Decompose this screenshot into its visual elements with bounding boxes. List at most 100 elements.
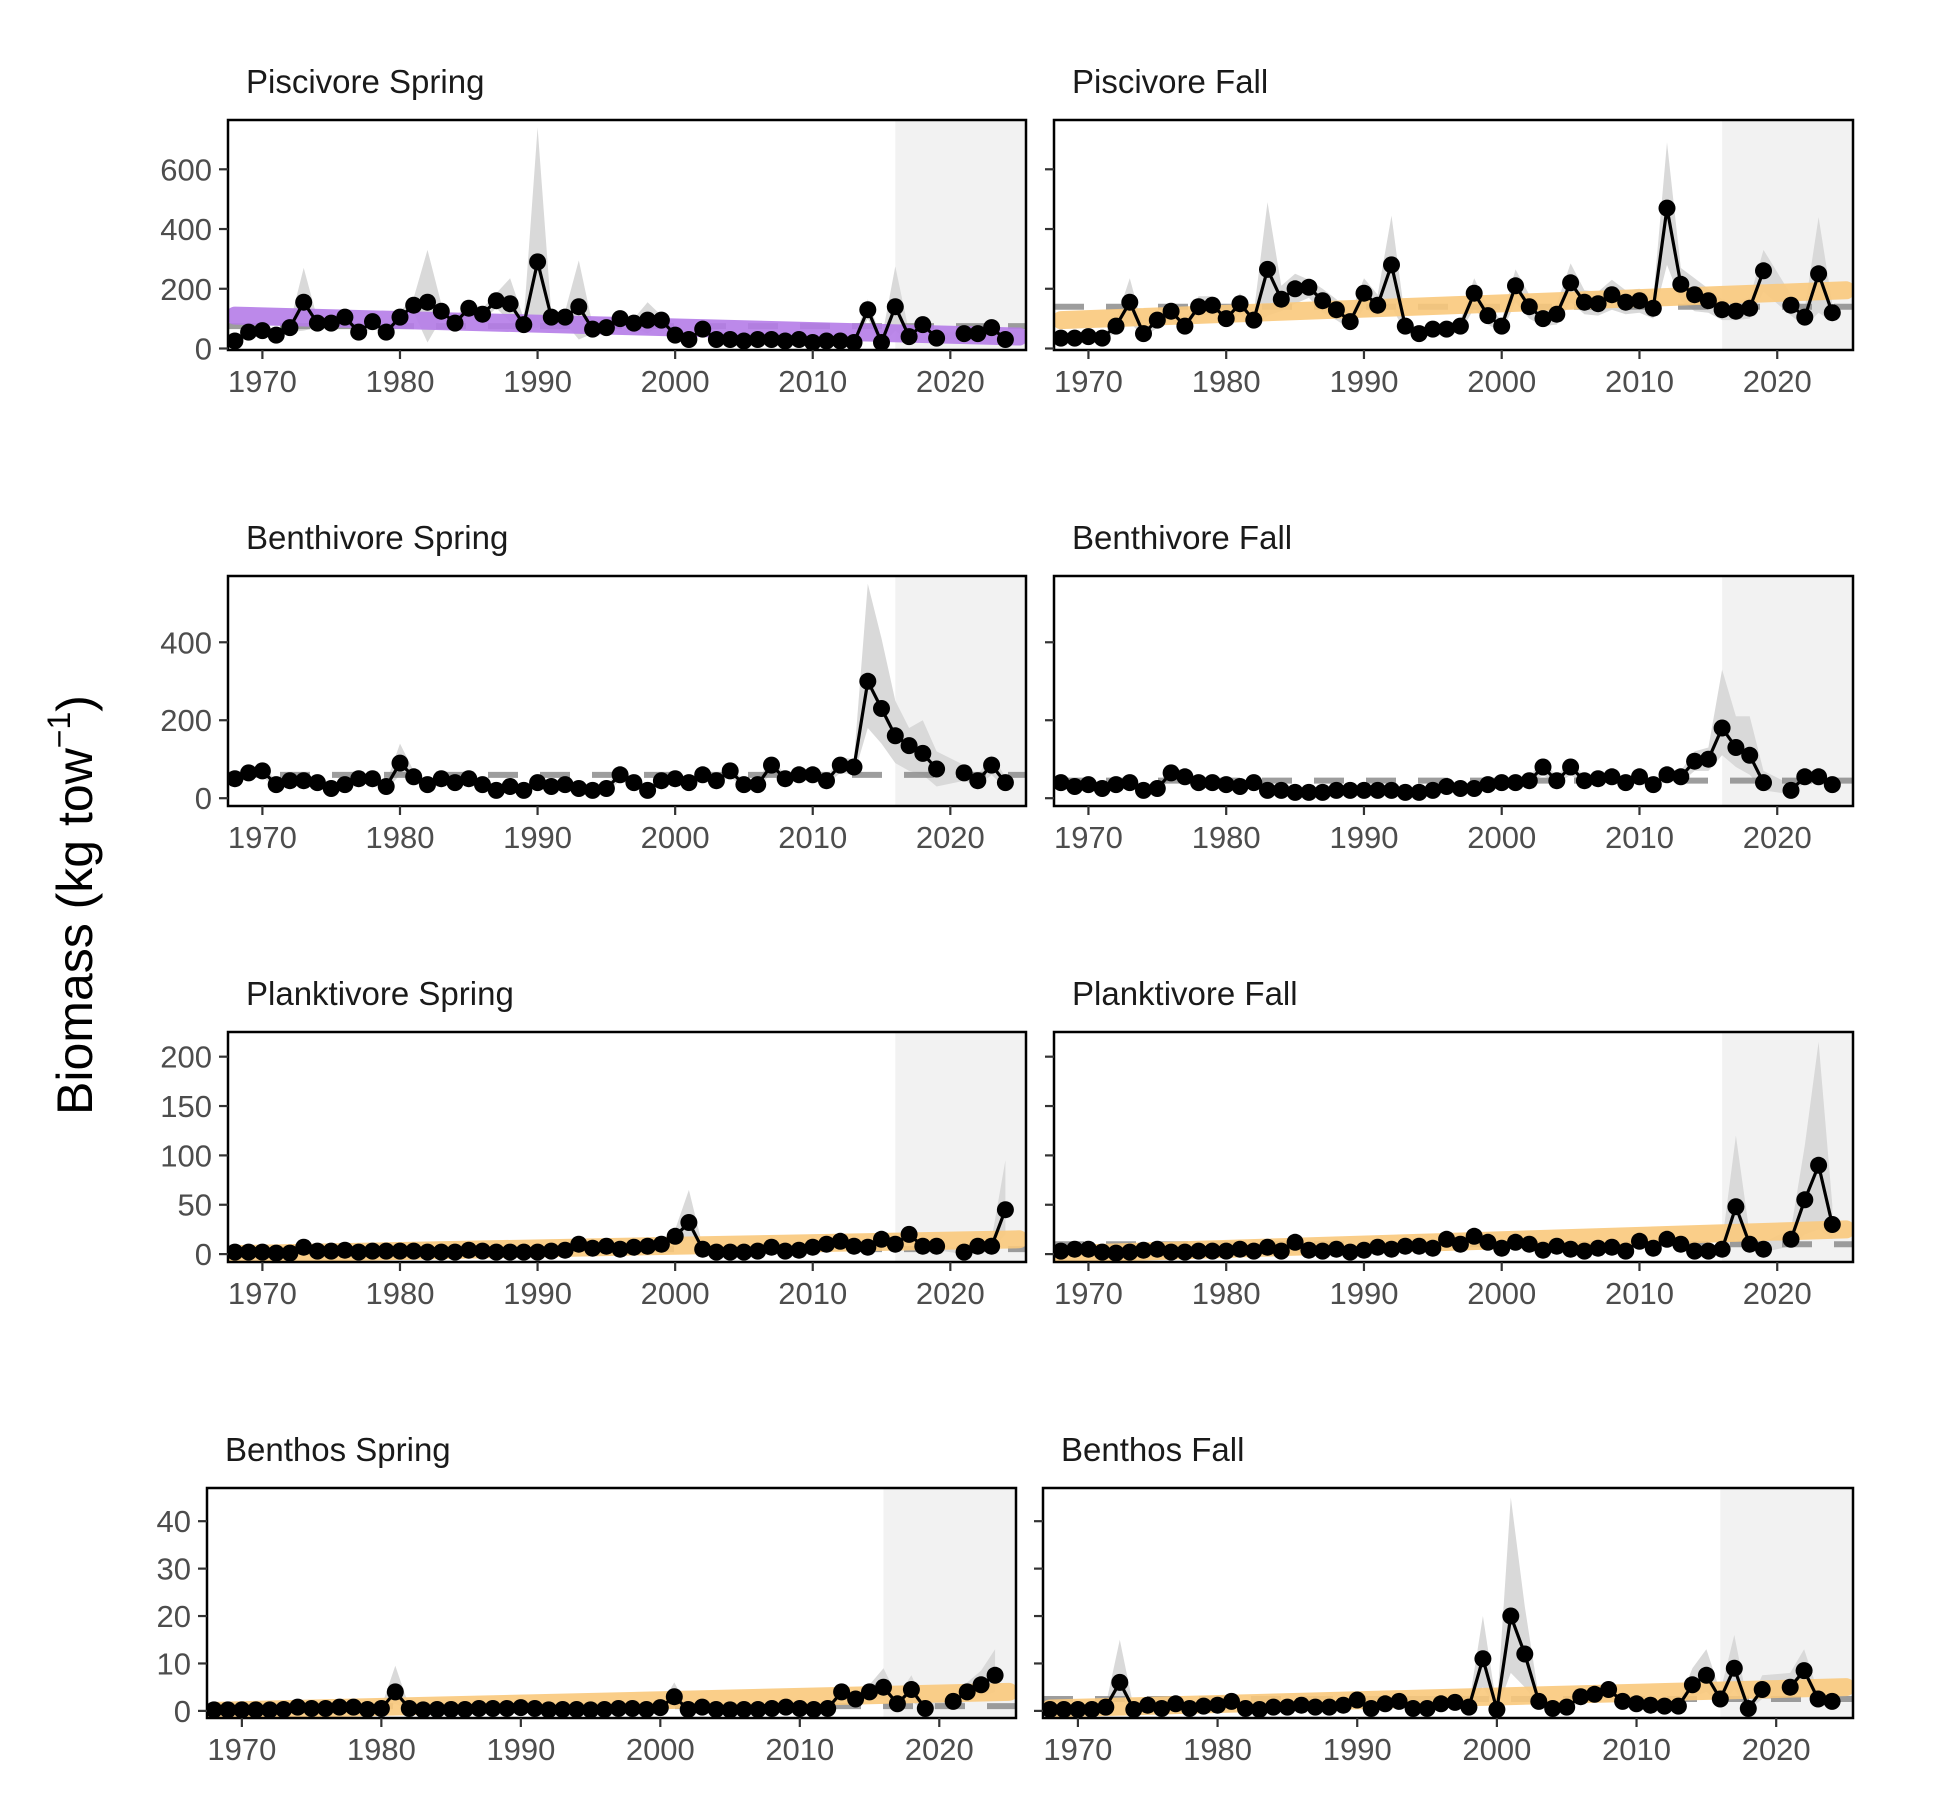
data-point — [1507, 277, 1524, 295]
data-point — [1093, 780, 1111, 797]
data-point — [1217, 310, 1235, 328]
data-point — [1383, 256, 1400, 274]
data-point — [680, 774, 698, 792]
x-tick-label: 2010 — [1605, 364, 1674, 399]
x-tick-label: 1970 — [228, 364, 297, 399]
data-point — [875, 1678, 892, 1696]
data-point — [1093, 329, 1111, 347]
data-point — [470, 1700, 488, 1717]
data-point — [1362, 1700, 1380, 1717]
data-point — [1209, 1696, 1227, 1714]
data-point — [1237, 1700, 1254, 1717]
data-point — [1796, 1191, 1814, 1209]
data-point — [1739, 1700, 1757, 1717]
data-point — [776, 1242, 794, 1260]
data-point — [983, 756, 1001, 774]
data-point — [694, 766, 712, 784]
data-point — [1306, 1698, 1324, 1716]
data-point — [886, 298, 904, 316]
panel-title: Benthos Fall — [1061, 1431, 1244, 1468]
data-point — [515, 1243, 533, 1261]
data-point — [625, 774, 643, 792]
data-point — [1203, 1242, 1221, 1260]
x-tick-label: 1980 — [365, 1276, 434, 1311]
data-point — [1300, 278, 1318, 296]
data-point — [1327, 301, 1345, 319]
data-point — [1465, 780, 1483, 797]
data-point — [944, 1692, 962, 1710]
data-point — [1066, 778, 1084, 795]
data-point — [1176, 317, 1194, 335]
data-point — [358, 1701, 376, 1718]
data-point — [556, 308, 574, 326]
y-tick-label: 0 — [195, 332, 212, 367]
data-point — [886, 1235, 904, 1253]
data-point — [902, 1681, 920, 1698]
panel-benthos-spring: Benthos Spring 0 10 20 30 40 1970 1980 1990 2000 2… — [157, 1431, 1018, 1767]
data-point — [1369, 1238, 1387, 1256]
data-point — [1300, 783, 1318, 801]
x-tick-label: 2000 — [1467, 1276, 1536, 1311]
data-point — [707, 331, 725, 348]
data-point — [446, 314, 464, 332]
x-tick-label: 1990 — [503, 364, 572, 399]
data-point — [442, 1701, 460, 1718]
x-tick-label: 2020 — [1742, 1732, 1811, 1767]
data-point — [377, 1242, 395, 1260]
data-point — [818, 1235, 835, 1253]
data-point — [350, 1243, 368, 1261]
data-point — [859, 672, 877, 690]
panel-planktivore-fall: Planktivore Fall 1970 1980 1990 2000 2010 2020 — [1045, 975, 1855, 1311]
data-point — [474, 1242, 491, 1260]
data-point — [1190, 1242, 1208, 1260]
data-point — [680, 331, 698, 348]
data-point — [597, 319, 615, 337]
panel-benthos-fall: Benthos Fall 1970 1980 1990 2000 2010 2020 — [1034, 1431, 1855, 1767]
x-tick-label: 1970 — [1054, 1276, 1123, 1311]
x-tick-label: 1990 — [486, 1732, 555, 1767]
data-point — [610, 1700, 627, 1717]
x-tick-label: 2020 — [1743, 364, 1812, 399]
data-point — [666, 770, 684, 788]
data-point — [1272, 1242, 1290, 1260]
data-point — [833, 1683, 851, 1701]
y-tick-label: 30 — [157, 1552, 191, 1587]
data-point — [611, 310, 629, 328]
data-point — [350, 323, 368, 341]
data-point — [568, 1701, 586, 1718]
data-point — [1139, 1696, 1157, 1714]
data-point — [1121, 774, 1139, 792]
data-point — [637, 1701, 655, 1718]
data-point — [228, 770, 244, 788]
data-point — [1810, 265, 1828, 283]
data-point — [1066, 329, 1084, 347]
data-point — [1438, 320, 1456, 338]
data-point — [289, 1698, 307, 1716]
x-tick-label: 2010 — [765, 1732, 834, 1767]
data-point — [914, 744, 932, 762]
plot-area — [228, 576, 1026, 806]
data-point — [763, 1238, 780, 1256]
data-point — [1823, 1692, 1841, 1710]
data-point — [1713, 719, 1731, 737]
data-point — [219, 1701, 237, 1718]
data-point — [694, 1240, 712, 1258]
data-point — [1376, 1695, 1394, 1713]
panel-title: Planktivore Spring — [246, 975, 514, 1012]
data-point — [556, 1241, 574, 1259]
data-point — [900, 1225, 918, 1243]
data-point — [1410, 1237, 1428, 1255]
data-point — [515, 781, 533, 799]
data-point — [611, 766, 629, 784]
data-point — [1264, 1698, 1282, 1716]
data-point — [1278, 1698, 1296, 1716]
data-point — [1286, 280, 1304, 298]
data-point — [1572, 1688, 1590, 1706]
panel-border — [226, 118, 1028, 352]
data-point — [1223, 1692, 1240, 1710]
data-point — [1148, 311, 1166, 329]
data-point — [1656, 1697, 1673, 1715]
data-point — [1341, 1243, 1359, 1261]
